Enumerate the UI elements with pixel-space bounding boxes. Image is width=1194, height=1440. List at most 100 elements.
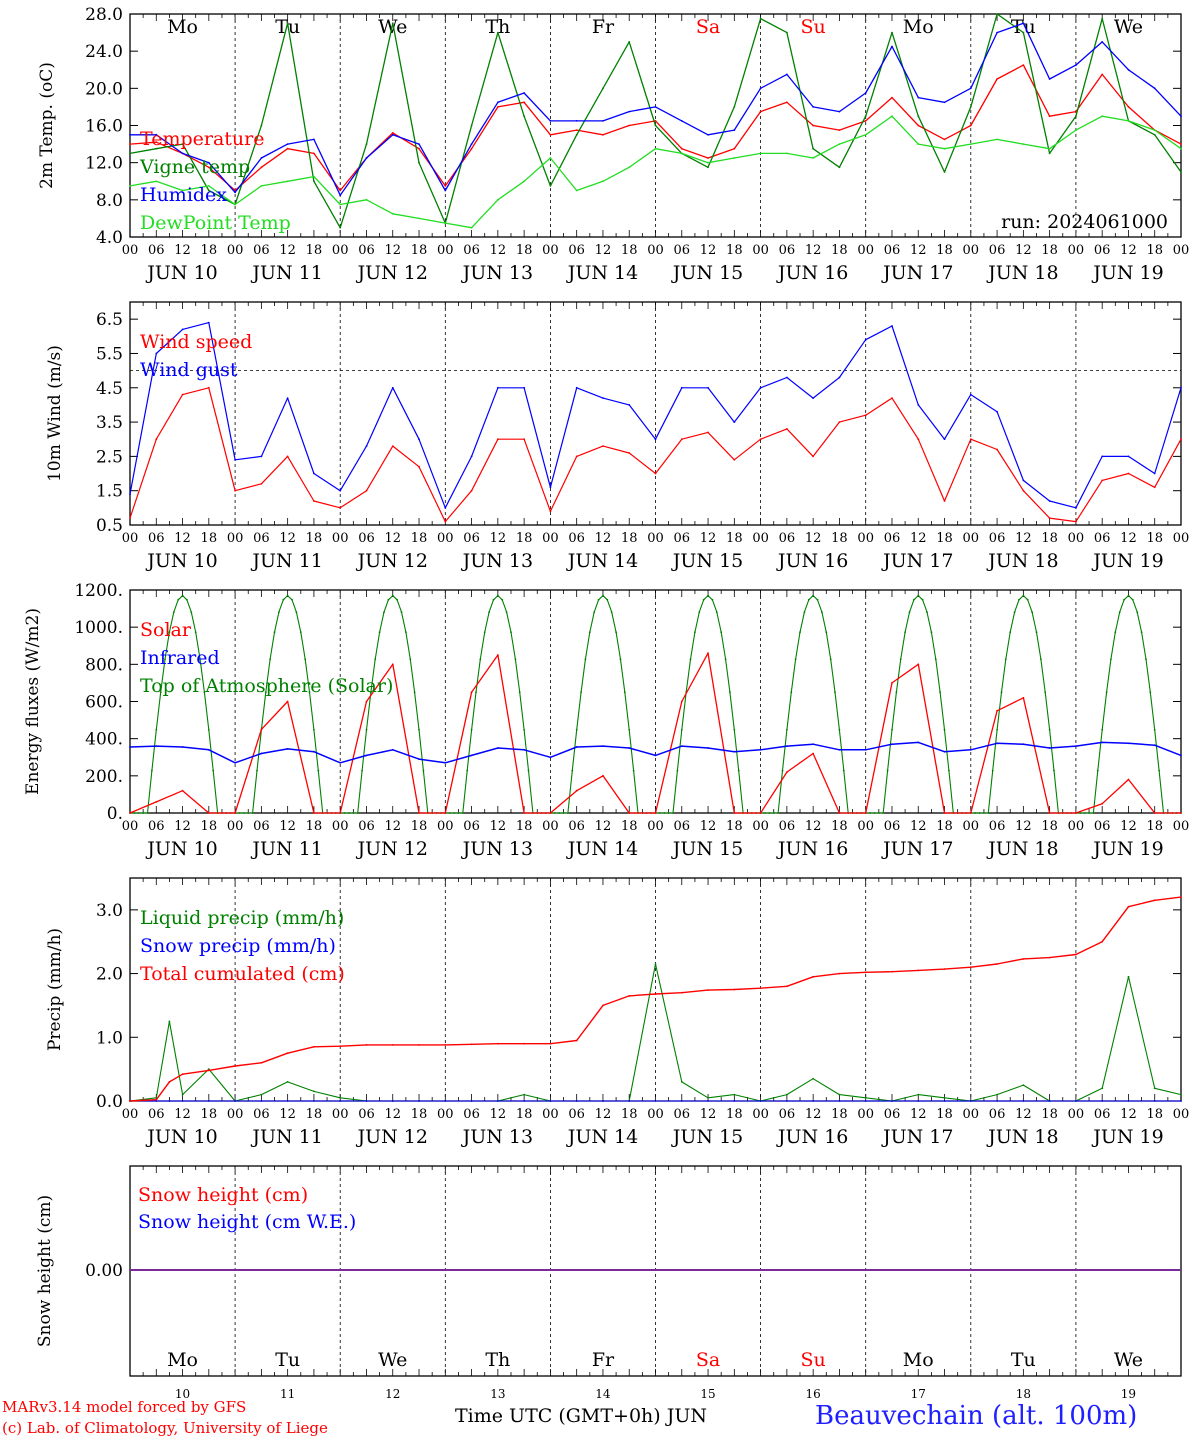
hour-tick-label: 18 — [1041, 531, 1058, 546]
series-solar-point — [549, 812, 552, 814]
series-vigne-temp-point — [786, 31, 788, 34]
series-solar-point — [339, 812, 342, 814]
series-top-of-atmosphere-solar-point — [1040, 658, 1042, 661]
series-vigne-temp-point — [523, 115, 525, 118]
series-humidex-point — [838, 110, 841, 113]
series-total-cumulated-cm--point — [917, 969, 920, 972]
series-top-of-atmosphere-solar-point — [715, 611, 718, 613]
day-name: Fr — [592, 1349, 615, 1371]
series-vigne-temp-point — [1048, 152, 1051, 155]
hour-tick-label: 18 — [621, 243, 638, 258]
series-snow-precip-mm-h--point — [234, 1100, 237, 1102]
series-snow-precip-mm-h--point — [181, 1100, 184, 1102]
series-infrared-point — [969, 748, 972, 751]
series-liquid-precip-mm-h--point — [181, 1093, 184, 1096]
hour-tick-label: 18 — [936, 819, 953, 834]
series-top-of-atmosphere-solar-point — [1153, 728, 1156, 731]
series-top-of-atmosphere-solar-point — [1110, 658, 1112, 661]
date-label: JUN 13 — [461, 550, 533, 572]
hour-tick-label: 00 — [122, 1107, 139, 1122]
series-total-cumulated-cm--point — [444, 1044, 447, 1046]
series-vigne-temp-point — [339, 226, 342, 229]
series-solar-point — [181, 789, 184, 792]
series-wind-gust-point — [864, 338, 867, 341]
series-vigne-temp-point — [207, 189, 210, 192]
series-wind-gust-point — [786, 376, 788, 379]
series-humidex — [130, 22, 1182, 196]
day-number: 13 — [490, 1387, 505, 1401]
series-dewpoint-temp-point — [1075, 129, 1077, 132]
series-temperature-point — [838, 129, 841, 132]
day-number: 11 — [280, 1387, 295, 1401]
series-total-cumulated-cm--point — [207, 1069, 210, 1072]
series-dewpoint-temp-point — [523, 180, 525, 183]
series-dewpoint-temp-point — [680, 152, 683, 155]
series-top-of-atmosphere-solar-point — [387, 598, 390, 601]
hour-tick-label: 00 — [752, 243, 769, 258]
series-dewpoint-temp-point — [549, 157, 552, 159]
series-infrared-point — [129, 746, 131, 748]
series-wind-gust-point — [1180, 386, 1182, 389]
hour-tick-label: 06 — [463, 243, 480, 258]
series-temperature-point — [260, 166, 263, 169]
series-wind-gust-point — [497, 386, 499, 389]
hour-tick-label: 00 — [122, 819, 139, 834]
series-temperature-point — [733, 147, 736, 150]
series-dewpoint-temp-point — [1022, 143, 1025, 146]
series-top-of-atmosphere-solar-point — [207, 728, 210, 731]
series-infrared-point — [654, 754, 657, 757]
series-wind-speed-point — [575, 455, 578, 458]
date-label: JUN 18 — [986, 1126, 1058, 1148]
series-top-of-atmosphere-solar-point — [667, 812, 670, 814]
series-vigne-temp-point — [418, 161, 420, 164]
series-total-cumulated-cm--point — [181, 1073, 184, 1076]
series-liquid-precip-mm-h--point — [207, 1068, 210, 1070]
legend-total-cumulated-cm: Total cumulated (cm) — [140, 963, 345, 985]
series-temperature-point — [575, 129, 578, 132]
series-top-of-atmosphere-solar-point — [488, 611, 490, 613]
series-temperature-point — [339, 189, 342, 192]
series-top-of-atmosphere-solar-point — [523, 728, 525, 731]
series-total-cumulated-cm--point — [1048, 956, 1051, 959]
y-tick-label: 24.0 — [85, 42, 123, 62]
series-wind-gust-point — [996, 410, 998, 413]
panel-3: 00 06 12 18 JUN 10 00 06 12 18 JUN 11 00 06 12 18 JUN … — [23, 581, 1189, 860]
series-top-of-atmosphere-solar-point — [194, 631, 197, 634]
date-label: JUN 15 — [671, 838, 743, 860]
hour-tick-label: 00 — [122, 243, 139, 258]
series-humidex-point — [759, 87, 762, 90]
y-tick-label: 600. — [85, 693, 123, 713]
hour-tick-label: 00 — [1068, 819, 1085, 834]
date-label: JUN 17 — [881, 838, 953, 860]
hour-tick-label: 00 — [1068, 1107, 1085, 1122]
series-top-of-atmosphere-solar-point — [724, 658, 727, 661]
hour-tick-label: 06 — [463, 1107, 480, 1122]
date-label: JUN 15 — [671, 550, 743, 572]
hour-tick-label: 12 — [700, 1107, 717, 1122]
series-vigne-temp-point — [838, 166, 841, 169]
hour-tick-label: 18 — [726, 243, 743, 258]
series-top-of-atmosphere-solar-point — [400, 611, 403, 613]
series-total-cumulated-cm- — [129, 896, 1182, 1102]
hour-tick-label: 06 — [779, 531, 796, 546]
model-credit: MARv3.14 model forced by GFS — [2, 1398, 247, 1416]
hour-tick-label: 18 — [306, 243, 323, 258]
hour-tick-label: 18 — [1146, 819, 1163, 834]
series-solar-point — [864, 812, 867, 814]
y-tick-label: 0.0 — [96, 1092, 123, 1112]
series-top-of-atmosphere-solar-point — [251, 812, 254, 814]
series-vigne-temp-point — [628, 41, 631, 43]
series-top-of-atmosphere-solar-point — [786, 728, 788, 731]
series-top-of-atmosphere-solar-point — [807, 598, 810, 601]
series-wind-gust-point — [286, 397, 289, 399]
series-top-of-atmosphere-solar-point — [190, 611, 193, 613]
series-top-of-atmosphere-solar-point — [877, 812, 880, 814]
hour-tick-label: 18 — [621, 819, 638, 834]
series-wind-speed-point — [917, 438, 920, 441]
series-dewpoint-temp-point — [1101, 115, 1104, 118]
series-liquid-precip-mm-h--point — [733, 1093, 736, 1096]
date-label: JUN 13 — [461, 1126, 533, 1148]
series-top-of-atmosphere-solar-point — [343, 812, 346, 814]
series-infrared-point — [891, 743, 893, 746]
